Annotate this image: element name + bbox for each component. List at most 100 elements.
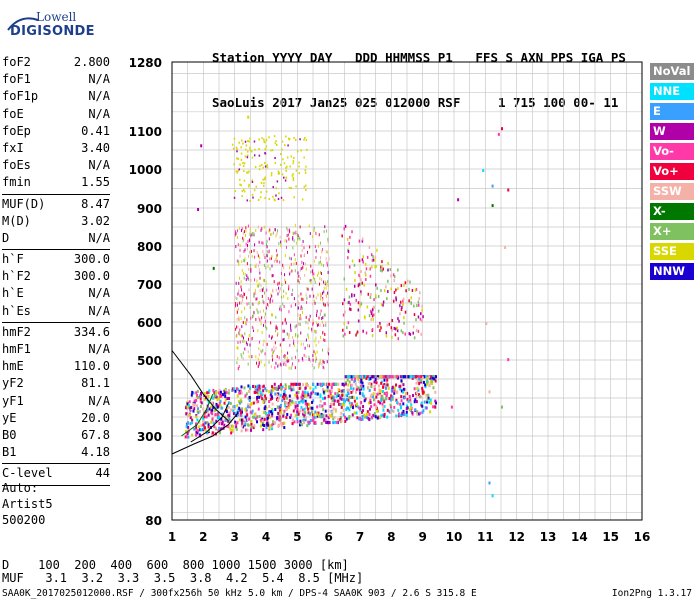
data-point — [308, 358, 310, 362]
data-point — [426, 375, 429, 379]
data-point — [292, 179, 295, 182]
data-point — [291, 356, 293, 360]
data-point — [302, 399, 305, 403]
legend-item-nnw: NNW — [650, 263, 694, 280]
data-point — [227, 419, 230, 423]
data-point — [374, 255, 377, 259]
data-point — [392, 273, 395, 277]
data-point — [379, 389, 382, 393]
x-tick-label: 1 — [168, 530, 176, 544]
data-point — [365, 376, 368, 380]
data-point — [284, 318, 286, 322]
data-point — [406, 391, 409, 395]
data-point — [284, 273, 286, 277]
data-point — [372, 254, 374, 258]
data-point — [409, 398, 412, 402]
data-point — [302, 383, 305, 387]
data-point — [337, 393, 340, 397]
data-point — [271, 264, 273, 268]
data-point — [254, 243, 256, 247]
data-point — [223, 391, 226, 395]
data-point — [396, 326, 398, 330]
data-point — [234, 389, 237, 393]
data-point — [197, 208, 200, 211]
auto-software: Artist5 — [2, 497, 53, 511]
data-point — [248, 333, 250, 337]
data-point — [281, 283, 283, 287]
data-point — [245, 341, 247, 345]
data-point — [350, 402, 353, 406]
data-point — [272, 299, 274, 303]
data-point — [402, 383, 405, 387]
y-tick-label: 300 — [137, 430, 162, 444]
data-point — [247, 362, 249, 366]
data-point — [295, 261, 297, 265]
data-point — [237, 341, 239, 345]
data-point — [422, 409, 425, 413]
data-point — [353, 284, 356, 288]
data-point — [312, 354, 314, 358]
data-point — [383, 405, 386, 409]
data-point — [266, 422, 269, 426]
data-point — [273, 280, 275, 284]
data-point — [504, 246, 507, 249]
data-point — [337, 419, 340, 423]
data-point — [307, 333, 309, 337]
x-tick-label: 14 — [571, 530, 588, 544]
data-point — [407, 399, 410, 403]
data-point — [357, 375, 360, 379]
data-point — [264, 176, 267, 179]
data-point — [292, 335, 294, 339]
data-point — [417, 315, 420, 319]
data-point — [276, 398, 279, 402]
data-point — [404, 392, 407, 396]
data-point — [268, 198, 271, 201]
data-point — [393, 405, 396, 409]
data-point — [488, 390, 491, 394]
data-point — [415, 377, 418, 381]
data-point — [214, 391, 217, 395]
data-point — [408, 395, 411, 399]
data-point — [421, 389, 424, 393]
data-point — [360, 278, 362, 282]
data-point — [285, 363, 287, 367]
data-point — [270, 365, 272, 369]
data-point — [288, 332, 290, 336]
data-point — [323, 302, 325, 306]
data-point — [263, 424, 266, 428]
data-point — [323, 396, 326, 400]
data-point — [382, 300, 385, 304]
data-point — [247, 337, 249, 341]
data-point — [355, 411, 358, 415]
data-point — [381, 395, 384, 399]
data-point — [239, 254, 241, 258]
data-point — [323, 417, 326, 421]
param-row-hf2: h`F2 300.0 — [2, 269, 110, 286]
data-point — [263, 182, 265, 185]
data-point — [288, 366, 290, 370]
data-point — [431, 379, 434, 383]
data-point — [305, 139, 308, 142]
data-point — [256, 387, 259, 391]
data-point — [234, 190, 236, 193]
data-point — [273, 348, 275, 352]
data-point — [319, 395, 322, 399]
data-point — [344, 310, 346, 314]
data-point — [348, 295, 351, 299]
data-point — [248, 301, 250, 305]
data-point — [293, 239, 295, 243]
data-point — [300, 267, 302, 271]
data-point — [251, 337, 253, 341]
param-row-he: h`E N/A — [2, 286, 110, 303]
data-point — [220, 406, 223, 410]
data-point — [405, 410, 408, 414]
data-point — [287, 144, 289, 147]
data-point — [304, 273, 306, 277]
data-point — [241, 190, 244, 193]
data-point — [247, 240, 249, 244]
data-point — [402, 297, 405, 301]
data-point — [309, 245, 311, 249]
data-point — [235, 304, 237, 308]
data-point — [385, 391, 388, 395]
data-point — [246, 199, 249, 202]
